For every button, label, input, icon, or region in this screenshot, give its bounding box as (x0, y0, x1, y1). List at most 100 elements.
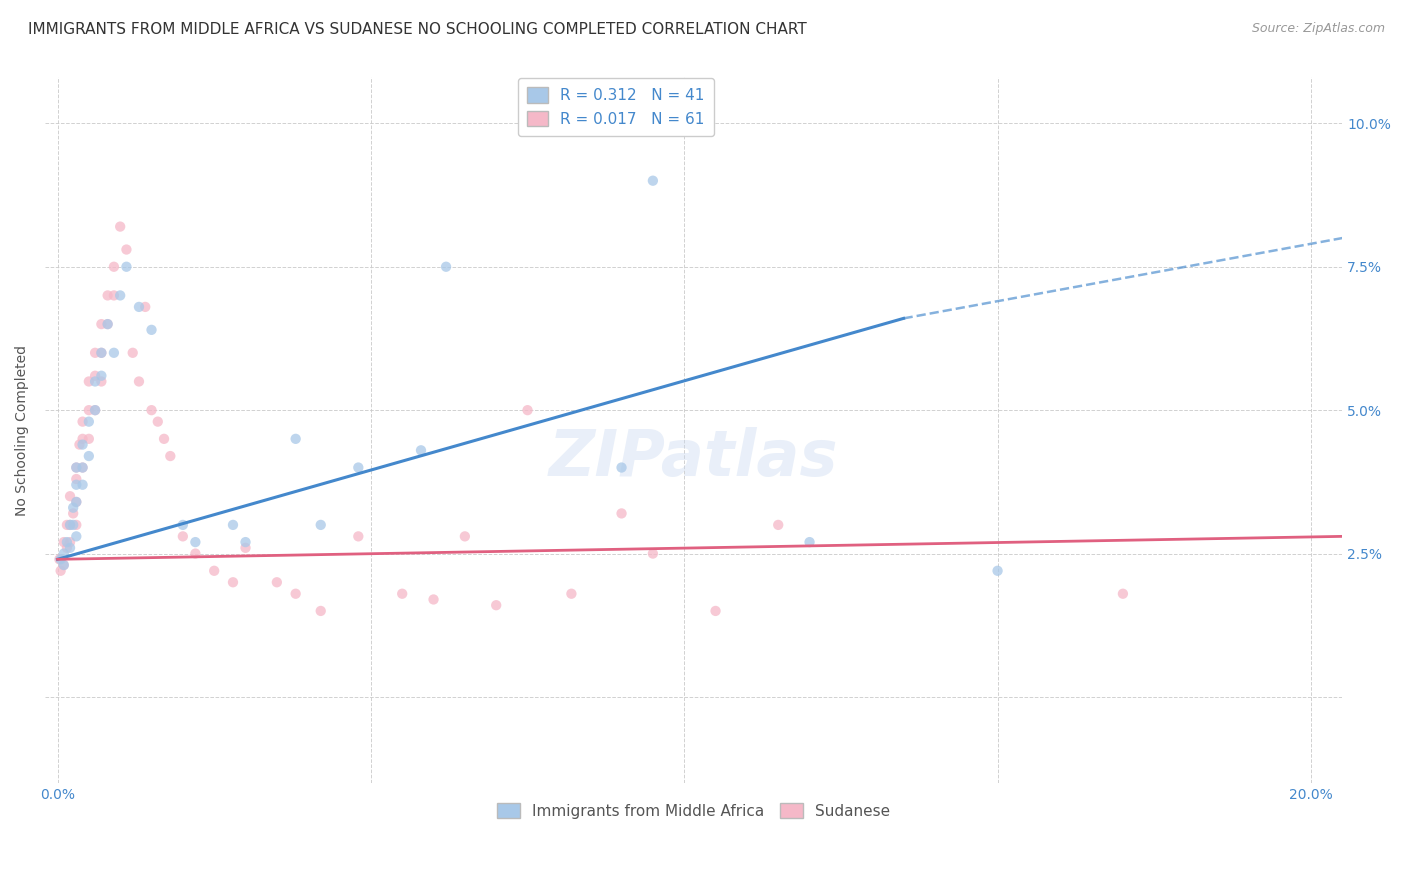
Point (65, 472, 87, 486)
Point (84, 346, 107, 360)
Point (202, 564, 225, 578)
Point (56, 517, 79, 532)
Point (103, 260, 125, 274)
Point (641, 174, 664, 188)
Point (52, 558, 75, 572)
Point (59, 517, 82, 532)
Point (65, 460, 87, 475)
Point (62, 500, 84, 515)
Point (77, 449, 100, 463)
Point (454, 529, 477, 543)
Point (235, 535, 257, 549)
Y-axis label: No Schooling Completed: No Schooling Completed (15, 344, 30, 516)
Point (347, 529, 370, 543)
Point (77, 432, 100, 446)
Point (65, 460, 87, 475)
Point (77, 415, 100, 429)
Point (184, 535, 207, 549)
Point (222, 575, 245, 590)
Point (65, 477, 87, 491)
Point (610, 460, 633, 475)
Point (84, 368, 107, 383)
Point (90, 368, 112, 383)
Point (409, 443, 432, 458)
Point (84, 403, 107, 417)
Point (69, 437, 91, 451)
Point (768, 517, 790, 532)
Point (146, 415, 169, 429)
Point (108, 288, 131, 302)
Point (153, 432, 176, 446)
Point (141, 323, 163, 337)
Point (141, 403, 163, 417)
Point (309, 517, 332, 532)
Point (62, 517, 84, 532)
Text: ZIPatlas: ZIPatlas (548, 427, 838, 490)
Point (72, 477, 94, 491)
Point (65, 495, 87, 509)
Point (704, 604, 727, 618)
Point (1112, 587, 1135, 601)
Point (799, 535, 821, 549)
Point (284, 587, 307, 601)
Point (59, 541, 82, 555)
Point (128, 300, 150, 314)
Point (128, 375, 150, 389)
Point (284, 432, 307, 446)
Point (422, 592, 444, 607)
Point (52, 547, 75, 561)
Point (49, 564, 72, 578)
Point (103, 346, 125, 360)
Point (134, 300, 156, 314)
Point (52, 558, 75, 572)
Point (65, 529, 87, 543)
Point (97, 317, 120, 331)
Point (72, 460, 94, 475)
Point (72, 432, 94, 446)
Point (115, 260, 138, 274)
Point (172, 517, 194, 532)
Point (610, 507, 633, 521)
Point (52, 535, 75, 549)
Point (56, 541, 79, 555)
Point (159, 449, 181, 463)
Point (84, 403, 107, 417)
Point (49, 552, 72, 566)
Point (77, 403, 100, 417)
Point (72, 460, 94, 475)
Point (103, 288, 125, 302)
Point (48, 552, 70, 566)
Point (485, 598, 508, 612)
Point (65, 517, 87, 532)
Point (90, 346, 112, 360)
Point (90, 317, 112, 331)
Point (641, 547, 664, 561)
Text: Source: ZipAtlas.com: Source: ZipAtlas.com (1251, 22, 1385, 36)
Point (266, 575, 288, 590)
Point (108, 219, 131, 234)
Point (184, 547, 207, 561)
Legend: Immigrants from Middle Africa, Sudanese: Immigrants from Middle Africa, Sudanese (491, 797, 896, 825)
Point (72, 415, 94, 429)
Point (391, 587, 413, 601)
Point (516, 403, 538, 417)
Point (72, 437, 94, 451)
Point (65, 495, 87, 509)
Point (90, 375, 112, 389)
Point (90, 346, 112, 360)
Point (172, 529, 194, 543)
Point (222, 517, 245, 532)
Point (84, 375, 107, 389)
Point (59, 489, 82, 503)
Point (97, 288, 120, 302)
Point (987, 564, 1010, 578)
Point (62, 507, 84, 521)
Point (560, 587, 582, 601)
Point (59, 535, 82, 549)
Point (121, 346, 143, 360)
Point (434, 260, 457, 274)
Point (235, 541, 257, 555)
Point (115, 243, 138, 257)
Point (347, 460, 370, 475)
Text: IMMIGRANTS FROM MIDDLE AFRICA VS SUDANESE NO SCHOOLING COMPLETED CORRELATION CHA: IMMIGRANTS FROM MIDDLE AFRICA VS SUDANES… (28, 22, 807, 37)
